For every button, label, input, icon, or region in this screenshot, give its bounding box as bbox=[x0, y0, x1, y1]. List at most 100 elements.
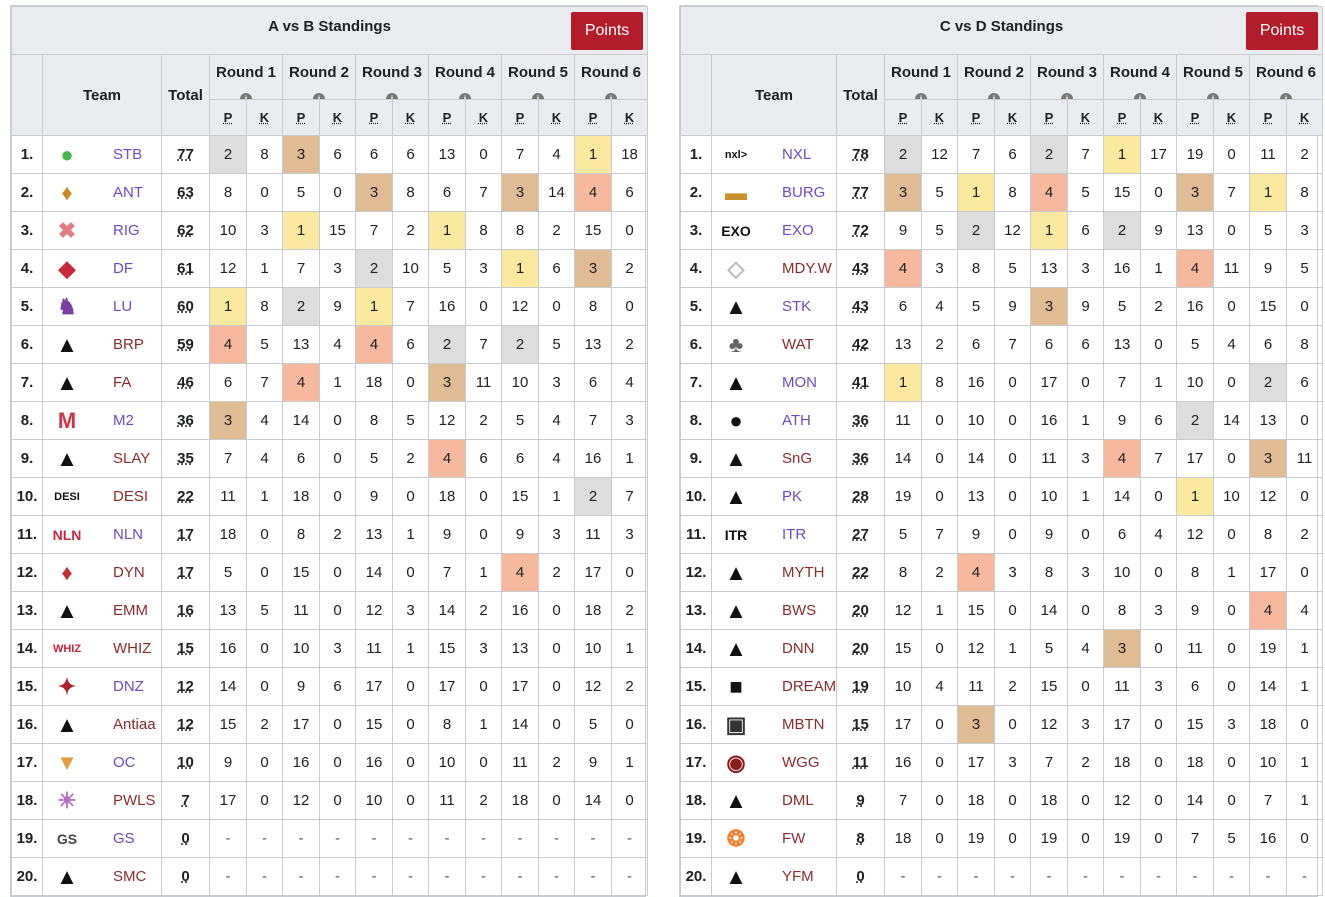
team-name-link[interactable]: PWLS bbox=[113, 792, 156, 809]
team-name-link[interactable]: WHIZ bbox=[113, 640, 152, 657]
total-cell: 59 bbox=[161, 325, 210, 364]
kills-cell: 0 bbox=[319, 173, 356, 212]
team-name-link[interactable]: SMC bbox=[113, 868, 147, 885]
info-icon[interactable]: i bbox=[240, 93, 252, 99]
table-row: 2. ▬ BURG 77 3 5 1 8 4 5 15 0 3 7 1 8 bbox=[680, 173, 1324, 212]
info-icon[interactable]: i bbox=[459, 93, 471, 99]
total-points: 59 bbox=[177, 336, 194, 353]
info-icon[interactable]: i bbox=[915, 93, 927, 99]
kills-cell: 0 bbox=[994, 781, 1031, 820]
team-name-link[interactable]: MDY.W bbox=[782, 260, 832, 277]
team-name-link[interactable]: ANT bbox=[113, 184, 143, 201]
team-logo-icon: ITR bbox=[724, 527, 748, 543]
team-name-link[interactable]: LU bbox=[113, 298, 133, 315]
team-name-link[interactable]: NLN bbox=[113, 526, 144, 543]
kills-cell: 2 bbox=[1140, 287, 1177, 326]
rank-cell: 19. bbox=[11, 819, 43, 858]
team-name-link[interactable]: BRP bbox=[113, 336, 144, 353]
team-name-link[interactable]: DNZ bbox=[113, 678, 144, 695]
team-name-link[interactable]: FW bbox=[782, 830, 806, 847]
team-name-link[interactable]: Antiaa bbox=[113, 716, 156, 733]
team-name-link[interactable]: MBTN bbox=[782, 716, 825, 733]
placement-cell: 17 bbox=[1030, 363, 1068, 402]
team-name-link[interactable]: YFM bbox=[782, 868, 814, 885]
placement-cell: 18 bbox=[1103, 743, 1141, 782]
table-row: 3. ✖ RIG 62 10 3 1 15 7 2 1 8 8 2 15 0 bbox=[11, 211, 649, 250]
table-row: 19. ❂ FW 8 18 0 19 0 19 0 19 0 7 5 16 0 bbox=[680, 819, 1324, 858]
info-icon[interactable]: i bbox=[386, 93, 398, 99]
kills-cell: 2 bbox=[1067, 743, 1104, 782]
team-name-link[interactable]: MON bbox=[782, 374, 817, 391]
team-name-link[interactable]: STK bbox=[782, 298, 812, 315]
team-name-link[interactable]: WGG bbox=[782, 754, 820, 771]
team-name-link[interactable]: ATH bbox=[782, 412, 811, 429]
points-button[interactable]: Points bbox=[571, 12, 644, 50]
team-name-link[interactable]: OC bbox=[113, 754, 136, 771]
total-points: 7 bbox=[181, 792, 190, 809]
kills-cell: 0 bbox=[921, 705, 958, 744]
team-name-link[interactable]: EXO bbox=[782, 222, 814, 239]
team-name-link[interactable]: DF bbox=[113, 260, 133, 277]
placement-cell: 8 bbox=[1103, 591, 1141, 630]
kills-cell: 0 bbox=[1140, 781, 1177, 820]
placement-cell: 5 bbox=[1030, 629, 1068, 668]
placement-cell: 12 bbox=[1176, 515, 1214, 554]
placement-cell: 5 bbox=[501, 401, 539, 440]
placement-cell: 18 bbox=[209, 515, 247, 554]
total-points: 0 bbox=[181, 830, 190, 847]
team-name-link[interactable]: STB bbox=[113, 146, 143, 163]
table-row: 9. ▲ SLAY 35 7 4 6 0 5 2 4 6 6 4 16 1 bbox=[11, 439, 649, 478]
kills-cell: 0 bbox=[1140, 325, 1177, 364]
team-name-link[interactable]: EMM bbox=[113, 602, 148, 619]
placement-cell: 1 bbox=[428, 211, 466, 250]
total-cell: 19 bbox=[836, 667, 885, 706]
team-name-link[interactable]: BWS bbox=[782, 602, 817, 619]
placement-cell: 9 bbox=[957, 515, 995, 554]
placement-cell: 7 bbox=[428, 553, 466, 592]
team-name-link[interactable]: BURG bbox=[782, 184, 826, 201]
team-name-link[interactable]: FA bbox=[113, 374, 132, 391]
placement-cell: 19 bbox=[884, 477, 922, 516]
kills-cell: 0 bbox=[994, 705, 1031, 744]
team-name-link[interactable]: NXL bbox=[782, 146, 812, 163]
info-icon[interactable]: i bbox=[988, 93, 1000, 99]
rank-header bbox=[11, 54, 43, 136]
placement-cell: 4 bbox=[1176, 249, 1214, 288]
placement-cell: 4 bbox=[209, 325, 247, 364]
info-icon[interactable]: i bbox=[1207, 93, 1219, 99]
team-name-link[interactable]: DESI bbox=[113, 488, 149, 505]
round-label: Round 2 bbox=[964, 64, 1024, 81]
team-name-link[interactable]: WAT bbox=[782, 336, 814, 353]
info-icon[interactable]: i bbox=[1280, 93, 1293, 99]
team-name-link[interactable]: SnG bbox=[782, 450, 813, 467]
info-icon[interactable]: i bbox=[605, 93, 618, 99]
team-name-link[interactable]: DNN bbox=[782, 640, 815, 657]
team-name-link[interactable]: RIG bbox=[113, 222, 140, 239]
team-name-link[interactable]: ITR bbox=[782, 526, 807, 543]
info-icon[interactable]: i bbox=[313, 93, 325, 99]
team-name-link[interactable]: DYN bbox=[113, 564, 145, 581]
team-name-link[interactable]: PK bbox=[782, 488, 803, 505]
placement-cell: 5 bbox=[282, 173, 320, 212]
placement-cell: 15 bbox=[1030, 667, 1068, 706]
placement-cell: 13 bbox=[957, 477, 995, 516]
placement-cell: 16 bbox=[355, 743, 393, 782]
team-name-link[interactable]: DREAM bbox=[782, 678, 837, 695]
team-name-link[interactable]: DML bbox=[782, 792, 814, 809]
team-name-link[interactable]: SLAY bbox=[113, 450, 151, 467]
kills-header: K bbox=[405, 110, 416, 125]
info-icon[interactable]: i bbox=[532, 93, 544, 99]
sub-header-cell: P bbox=[282, 99, 320, 136]
rank-cell: 6. bbox=[680, 325, 712, 364]
sub-header-cell: P bbox=[884, 99, 922, 136]
info-icon[interactable]: i bbox=[1134, 93, 1146, 99]
placement-header: P bbox=[515, 110, 525, 125]
kills-cell: 0 bbox=[246, 515, 283, 554]
team-name-link[interactable]: M2 bbox=[113, 412, 134, 429]
team-name-link[interactable]: MYTH bbox=[782, 564, 825, 581]
team-name-link[interactable]: GS bbox=[113, 830, 135, 847]
kills-cell: 0 bbox=[994, 591, 1031, 630]
total-cell: 15 bbox=[161, 629, 210, 668]
info-icon[interactable]: i bbox=[1061, 93, 1073, 99]
points-button[interactable]: Points bbox=[1246, 12, 1319, 50]
